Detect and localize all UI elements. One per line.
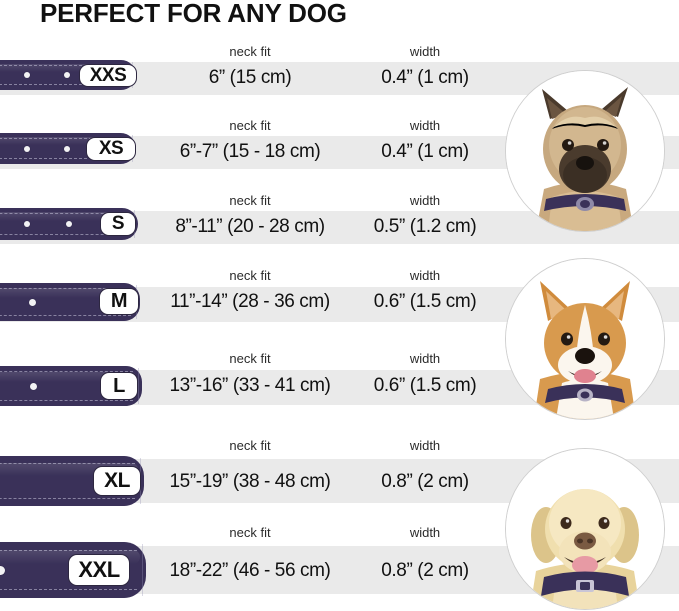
collar-stitch-top-xxl <box>0 550 137 551</box>
column-header-neck-fit-xs: neck fit <box>229 118 271 133</box>
width-value-l: 0.6” (1.5 cm) <box>373 375 477 396</box>
column-header-width-m: width <box>409 268 441 283</box>
collar-hole-s-1 <box>24 221 30 227</box>
collar-stitch-bottom-m <box>0 315 131 316</box>
size-badge-m: M <box>99 288 139 315</box>
neck-fit-value-s: 8”-11” (20 - 28 cm) <box>175 216 325 237</box>
size-badge-xxl: XXL <box>68 554 130 586</box>
column-header-neck-fit-xl: neck fit <box>229 438 271 453</box>
collar-stitch-top-xs <box>0 138 127 139</box>
collar-hole-s-2 <box>66 221 72 227</box>
collar-stitch-top-l <box>0 371 133 372</box>
collar-hole-xxs-1 <box>24 72 30 78</box>
size-badge-l: L <box>100 372 138 400</box>
column-header-neck-fit-xxl: neck fit <box>229 525 271 540</box>
column-header-width-xl: width <box>409 438 441 453</box>
collar-hole-xxl-1 <box>0 566 5 575</box>
collar-stitch-bottom-xxs <box>0 84 127 85</box>
corgi-illustration <box>506 259 664 419</box>
collar-stitch-bottom-xl <box>0 498 135 499</box>
width-value-s: 0.5” (1.2 cm) <box>373 216 477 237</box>
collar-stitch-top-s <box>0 213 129 214</box>
size-badge-xs: XS <box>86 137 136 161</box>
collar-stitch-top-xl <box>0 463 135 464</box>
neck-fit-value-xs: 6”-7” (15 - 18 cm) <box>179 141 321 162</box>
column-header-width-xxs: width <box>409 44 441 59</box>
dog-photo-corgi <box>505 258 665 420</box>
neck-fit-value-xl: 15”-19” (38 - 48 cm) <box>169 471 331 492</box>
neck-fit-value-m: 11”-14” (28 - 36 cm) <box>170 291 330 312</box>
collar-stitch-top-m <box>0 288 131 289</box>
column-header-width-l: width <box>409 351 441 366</box>
width-value-xl: 0.8” (2 cm) <box>381 471 469 492</box>
column-header-neck-fit-xxs: neck fit <box>229 44 271 59</box>
collar-hole-l-1 <box>30 383 37 390</box>
column-header-width-xs: width <box>409 118 441 133</box>
collar-stitch-bottom-l <box>0 400 133 401</box>
collar-hole-xxs-2 <box>64 72 70 78</box>
width-value-xxl: 0.8” (2 cm) <box>381 560 469 581</box>
collar-hole-xs-1 <box>24 146 30 152</box>
neck-fit-value-xxs: 6” (15 cm) <box>208 67 292 88</box>
collar-stitch-bottom-xs <box>0 158 127 159</box>
size-badge-s: S <box>100 212 136 236</box>
collar-stitch-bottom-xxl <box>0 589 137 590</box>
collar-hole-m-1 <box>29 299 36 306</box>
collar-hole-xs-2 <box>64 146 70 152</box>
width-value-m: 0.6” (1.5 cm) <box>373 291 477 312</box>
neck-fit-value-l: 13”-16” (33 - 41 cm) <box>169 375 331 396</box>
collar-edge-l <box>138 368 139 404</box>
labrador-illustration <box>506 449 664 609</box>
width-value-xxs: 0.4” (1 cm) <box>381 67 469 88</box>
collar-stitch-top-xxs <box>0 65 127 66</box>
column-header-neck-fit-s: neck fit <box>229 193 271 208</box>
dog-photo-cairn-terrier <box>505 70 665 232</box>
size-badge-xxs: XXS <box>79 64 137 87</box>
collar-stitch-bottom-s <box>0 234 129 235</box>
page-title: PERFECT FOR ANY DOG <box>40 0 347 28</box>
dog-photo-labrador <box>505 448 665 610</box>
cairn-terrier-illustration <box>506 71 664 231</box>
width-value-xs: 0.4” (1 cm) <box>381 141 469 162</box>
column-header-width-s: width <box>409 193 441 208</box>
size-badge-xl: XL <box>93 466 141 496</box>
column-header-neck-fit-m: neck fit <box>229 268 271 283</box>
collar-edge-xxl <box>142 544 143 596</box>
column-header-neck-fit-l: neck fit <box>229 351 271 366</box>
column-header-width-xxl: width <box>409 525 441 540</box>
neck-fit-value-xxl: 18”-22” (46 - 56 cm) <box>169 560 331 581</box>
